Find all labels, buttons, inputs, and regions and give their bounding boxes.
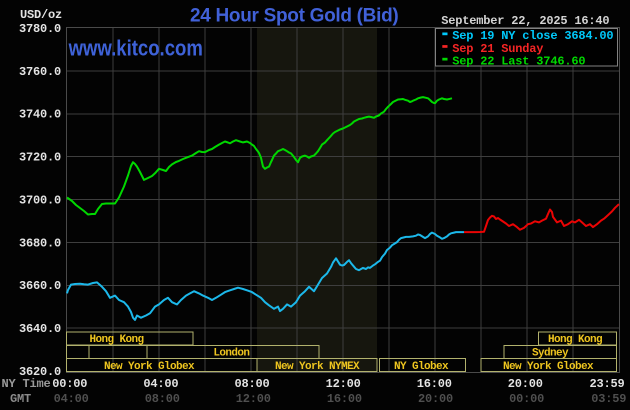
svg-text:3620.0: 3620.0 [19, 365, 61, 379]
svg-text:12:00: 12:00 [326, 377, 361, 391]
svg-text:08:00: 08:00 [234, 377, 269, 391]
svg-text:New York Globex: New York Globex [104, 361, 195, 373]
svg-text:24 Hour Spot Gold (Bid): 24 Hour Spot Gold (Bid) [190, 5, 398, 26]
svg-text:3720.0: 3720.0 [19, 151, 61, 165]
svg-text:00:00: 00:00 [52, 377, 87, 391]
svg-text:Sydney: Sydney [532, 348, 569, 360]
svg-text:www.kitco.com: www.kitco.com [68, 37, 203, 61]
svg-text:3740.0: 3740.0 [19, 108, 61, 122]
svg-text:16:00: 16:00 [417, 377, 452, 391]
svg-text:08:00: 08:00 [145, 392, 180, 406]
svg-text:Sep 21 Sunday: Sep 21 Sunday [452, 42, 543, 56]
svg-text:3760.0: 3760.0 [19, 65, 61, 79]
svg-text:Hong Kong: Hong Kong [548, 334, 602, 346]
svg-text:Sep 19 NY close 3684.00: Sep 19 NY close 3684.00 [452, 29, 613, 43]
svg-text:New York NYMEX: New York NYMEX [275, 361, 360, 373]
svg-text:04:00: 04:00 [143, 377, 178, 391]
svg-text:04:00: 04:00 [54, 392, 89, 406]
svg-text:12:00: 12:00 [236, 392, 271, 406]
svg-text:20:00: 20:00 [418, 392, 453, 406]
svg-text:3780.0: 3780.0 [19, 22, 61, 36]
svg-text:GMT: GMT [10, 392, 31, 406]
svg-text:3660.0: 3660.0 [19, 279, 61, 293]
svg-text:23:59: 23:59 [589, 377, 624, 391]
svg-text:3680.0: 3680.0 [19, 236, 61, 250]
svg-text:20:00: 20:00 [508, 377, 543, 391]
svg-text:3700.0: 3700.0 [19, 193, 61, 207]
svg-text:New York Globex: New York Globex [503, 361, 594, 373]
svg-text:London: London [213, 348, 249, 360]
svg-text:USD/oz: USD/oz [20, 8, 62, 22]
svg-text:September 22, 2025 16:40: September 22, 2025 16:40 [441, 14, 609, 28]
svg-text:03:59: 03:59 [591, 392, 626, 406]
svg-text:Hong Kong: Hong Kong [89, 334, 143, 346]
svg-text:NY Time: NY Time [2, 377, 51, 391]
svg-text:3640.0: 3640.0 [19, 322, 61, 336]
svg-text:Sep 22 Last 3746.60: Sep 22 Last 3746.60 [452, 54, 585, 68]
svg-text:00:00: 00:00 [509, 392, 544, 406]
svg-text:16:00: 16:00 [327, 392, 362, 406]
svg-text:NY Globex: NY Globex [394, 361, 449, 373]
